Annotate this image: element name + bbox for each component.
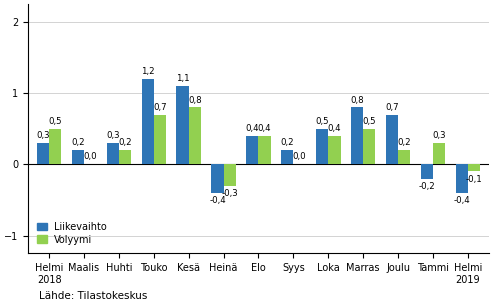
- Bar: [258, 136, 271, 164]
- Bar: [281, 150, 293, 164]
- Text: 0,2: 0,2: [281, 138, 294, 147]
- Bar: [72, 150, 84, 164]
- Bar: [456, 164, 468, 193]
- Text: 0,4: 0,4: [327, 124, 341, 133]
- Text: 0,3: 0,3: [432, 131, 446, 140]
- Text: 1,2: 1,2: [141, 67, 154, 76]
- Text: 0,5: 0,5: [362, 117, 376, 126]
- Text: -0,3: -0,3: [221, 189, 238, 198]
- Text: 0,7: 0,7: [385, 103, 399, 112]
- Text: 0,2: 0,2: [397, 138, 411, 147]
- Text: 0,5: 0,5: [48, 117, 62, 126]
- Text: 1,1: 1,1: [176, 74, 189, 83]
- Bar: [246, 136, 258, 164]
- Text: 0,4: 0,4: [258, 124, 272, 133]
- Bar: [468, 164, 480, 171]
- Bar: [363, 129, 375, 164]
- Text: 0,2: 0,2: [71, 138, 85, 147]
- Text: -0,2: -0,2: [419, 182, 435, 191]
- Text: 0,3: 0,3: [36, 131, 50, 140]
- Text: -0,4: -0,4: [209, 196, 226, 206]
- Text: 0,0: 0,0: [293, 153, 306, 161]
- Text: 0,0: 0,0: [83, 153, 97, 161]
- Bar: [398, 150, 410, 164]
- Bar: [106, 143, 119, 164]
- Text: Lähde: Tilastokeskus: Lähde: Tilastokeskus: [39, 291, 148, 301]
- Text: 0,5: 0,5: [316, 117, 329, 126]
- Bar: [328, 136, 341, 164]
- Bar: [386, 115, 398, 164]
- Text: 0,3: 0,3: [106, 131, 120, 140]
- Bar: [211, 164, 224, 193]
- Bar: [154, 115, 166, 164]
- Text: -0,1: -0,1: [465, 175, 482, 184]
- Bar: [189, 107, 201, 164]
- Text: 0,4: 0,4: [246, 124, 259, 133]
- Bar: [176, 86, 189, 164]
- Bar: [119, 150, 131, 164]
- Bar: [351, 107, 363, 164]
- Bar: [433, 143, 445, 164]
- Bar: [141, 79, 154, 164]
- Text: 0,2: 0,2: [118, 138, 132, 147]
- Text: 0,8: 0,8: [188, 95, 202, 105]
- Text: -0,4: -0,4: [454, 196, 470, 206]
- Text: 0,8: 0,8: [350, 95, 364, 105]
- Bar: [49, 129, 61, 164]
- Bar: [421, 164, 433, 178]
- Legend: Liikevaihto, Volyymi: Liikevaihto, Volyymi: [33, 218, 111, 248]
- Bar: [37, 143, 49, 164]
- Text: 0,7: 0,7: [153, 103, 167, 112]
- Bar: [224, 164, 236, 186]
- Bar: [316, 129, 328, 164]
